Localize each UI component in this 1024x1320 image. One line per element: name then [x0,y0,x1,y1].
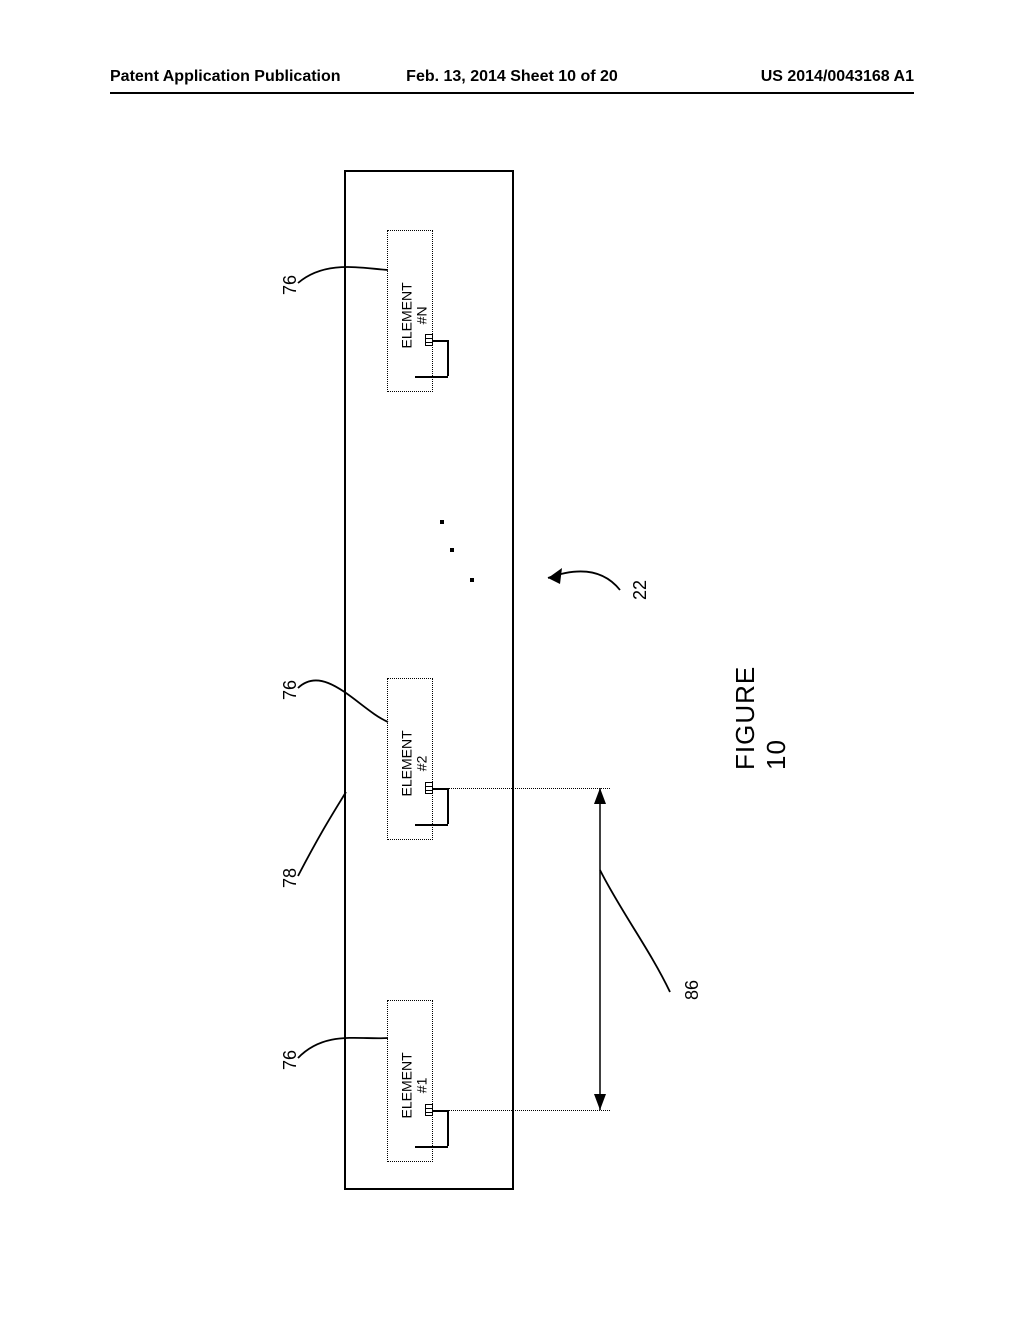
ref-76-label-3: 76 [280,275,301,295]
header-center: Feb. 13, 2014 Sheet 10 of 20 [406,68,618,86]
element-2-feed-dash [433,788,610,789]
ref-86-label: 86 [682,980,703,1000]
page: Patent Application Publication Feb. 13, … [0,0,1024,1320]
element-1-feed-line-v [447,1110,449,1146]
header-right: US 2014/0043168 A1 [761,68,914,86]
element-n-feed-port-icon [425,334,433,346]
element-2-feed-port-icon [425,782,433,794]
element-1-feed-dash [433,1110,610,1111]
leader-22-arrowhead-icon [548,568,562,584]
element-n-feed-line-v [447,340,449,376]
dim-86-arrow-top-icon [594,788,606,804]
element-1-feed-line-h2 [415,1146,448,1148]
element-n-feed-line-h2 [415,376,448,378]
leader-86 [600,870,670,992]
element-2-feed-line-h2 [415,824,448,826]
element-n-feed-line-h [433,340,447,342]
leader-22 [548,571,620,590]
element-1-feed-port-icon [425,1104,433,1116]
element-2-feed-line-v [447,788,449,824]
figure-area: ELEMENT #1 ELEMENT #2 ELEMENT #N [150,170,870,1190]
ref-22-label: 22 [630,580,651,600]
figure-caption: FIGURE 10 [730,630,792,770]
ref-76-label-2: 76 [280,680,301,700]
leader-78 [298,792,346,876]
page-header: Patent Application Publication Feb. 13, … [110,68,914,94]
ref-76-label-1: 76 [280,1050,301,1070]
ref-78-label: 78 [280,868,301,888]
header-left: Patent Application Publication [110,68,341,86]
dim-86-arrow-bottom-icon [594,1094,606,1110]
